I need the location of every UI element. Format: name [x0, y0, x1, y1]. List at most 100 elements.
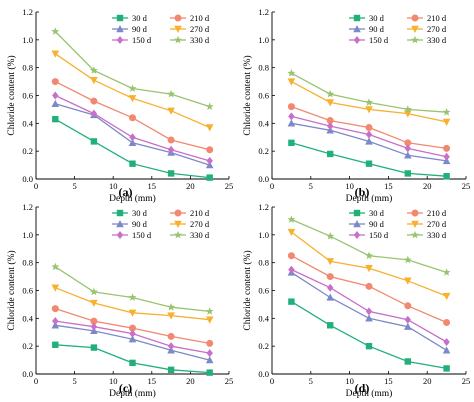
y-tick-label: 0.2 — [258, 341, 269, 351]
data-point — [404, 277, 412, 285]
data-point — [128, 95, 137, 103]
series-210-d — [287, 252, 451, 327]
data-point — [326, 273, 334, 281]
data-point — [51, 284, 60, 292]
data-point — [404, 358, 411, 365]
data-point — [205, 356, 214, 364]
data-point — [167, 107, 175, 115]
y-axis-label: Chloride content (%) — [6, 55, 17, 135]
legend-marker — [174, 25, 182, 33]
data-point — [442, 118, 451, 126]
data-point — [365, 265, 373, 273]
data-point — [288, 112, 295, 121]
data-point — [205, 124, 214, 132]
data-point — [90, 322, 98, 331]
legend-marker — [411, 35, 419, 44]
series-line — [55, 94, 210, 162]
data-point — [442, 268, 451, 276]
data-point — [129, 324, 136, 332]
y-axis-label: Chloride content (%) — [242, 55, 253, 135]
data-point — [443, 173, 450, 180]
data-point — [206, 174, 213, 181]
data-point — [90, 76, 98, 85]
series-330-d — [287, 69, 451, 116]
legend: 30 d 210 d 90 d 270 d 150 d 330 d — [349, 208, 447, 240]
series-line — [54, 118, 210, 179]
data-point — [404, 139, 412, 147]
series-line — [291, 142, 447, 177]
legend-label: 210 d — [427, 13, 447, 23]
y-tick-label: 0.2 — [22, 146, 33, 156]
x-tick-label: 5 — [309, 181, 313, 191]
data-point — [90, 317, 98, 325]
data-point — [326, 89, 335, 98]
data-point — [404, 151, 412, 159]
data-point — [206, 156, 213, 165]
series-30-d — [52, 341, 213, 376]
data-point — [403, 255, 412, 264]
data-point — [206, 339, 214, 347]
y-axis-label: Chloride content (%) — [242, 250, 253, 330]
series-30-d — [52, 115, 213, 181]
x-tick-label: 25 — [462, 376, 471, 386]
data-point — [52, 341, 59, 348]
legend-marker — [116, 220, 124, 228]
data-point — [365, 124, 373, 132]
data-point — [206, 146, 214, 154]
series-150-d — [288, 112, 450, 161]
x-axis-label: Depth (mm) — [109, 388, 156, 399]
legend-label: 150 d — [369, 35, 389, 45]
data-point — [326, 232, 335, 240]
data-point — [326, 117, 334, 125]
data-point — [404, 315, 411, 324]
legend-label: 90 d — [369, 219, 385, 229]
legend-label: 30 d — [132, 13, 148, 23]
data-point — [167, 342, 175, 351]
legend: 30 d 210 d 90 d 270 d 150 d 330 d — [112, 13, 210, 45]
series-30-d — [288, 139, 450, 180]
legend-label: 270 d — [427, 219, 447, 229]
x-tick-label: 20 — [423, 181, 432, 191]
x-tick-label: 0 — [270, 376, 274, 386]
legend-marker — [411, 209, 419, 217]
legend-marker — [174, 209, 182, 217]
legend-marker — [353, 14, 361, 22]
series-210-d — [287, 103, 451, 152]
legend-marker — [174, 14, 182, 22]
x-tick-label: 10 — [109, 181, 118, 191]
data-point — [167, 170, 175, 177]
legend-label: 30 d — [369, 13, 385, 23]
legend: 30 d 210 d 90 d 270 d 150 d 330 d — [112, 208, 210, 240]
legend-marker — [116, 14, 124, 22]
data-point — [288, 139, 295, 147]
data-point — [89, 66, 98, 74]
legend-label: 270 d — [427, 24, 447, 34]
legend-label: 150 d — [132, 35, 152, 45]
series-150-d — [52, 317, 213, 358]
legend-marker — [116, 25, 124, 33]
data-point — [327, 283, 334, 292]
data-point — [365, 106, 373, 114]
legend-label: 30 d — [369, 208, 385, 218]
legend-label: 330 d — [427, 35, 447, 45]
x-tick-label: 0 — [34, 181, 38, 191]
x-axis-label: Depth (mm) — [109, 193, 156, 204]
data-point — [404, 144, 411, 153]
data-point — [326, 293, 334, 301]
chart-panel-1: 0.0 0.2 0.4 0.6 0.8 1.0 1.2 0 5 10 15 20 25 Depth (mm… — [6, 7, 233, 204]
legend-label: 90 d — [132, 219, 148, 229]
legend-label: 330 d — [190, 35, 210, 45]
series-330-d — [51, 262, 214, 315]
legend-label: 210 d — [190, 13, 210, 23]
x-tick-label: 25 — [225, 376, 234, 386]
x-tick-label: 15 — [384, 181, 393, 191]
x-tick-label: 15 — [384, 376, 393, 386]
data-point — [326, 99, 334, 107]
data-point — [442, 292, 451, 301]
legend-marker — [174, 230, 182, 239]
y-tick-label: 0.6 — [22, 286, 33, 296]
y-tick-label: 0.8 — [258, 63, 269, 73]
data-point — [326, 258, 334, 266]
data-point — [327, 322, 334, 329]
data-point — [365, 282, 373, 290]
